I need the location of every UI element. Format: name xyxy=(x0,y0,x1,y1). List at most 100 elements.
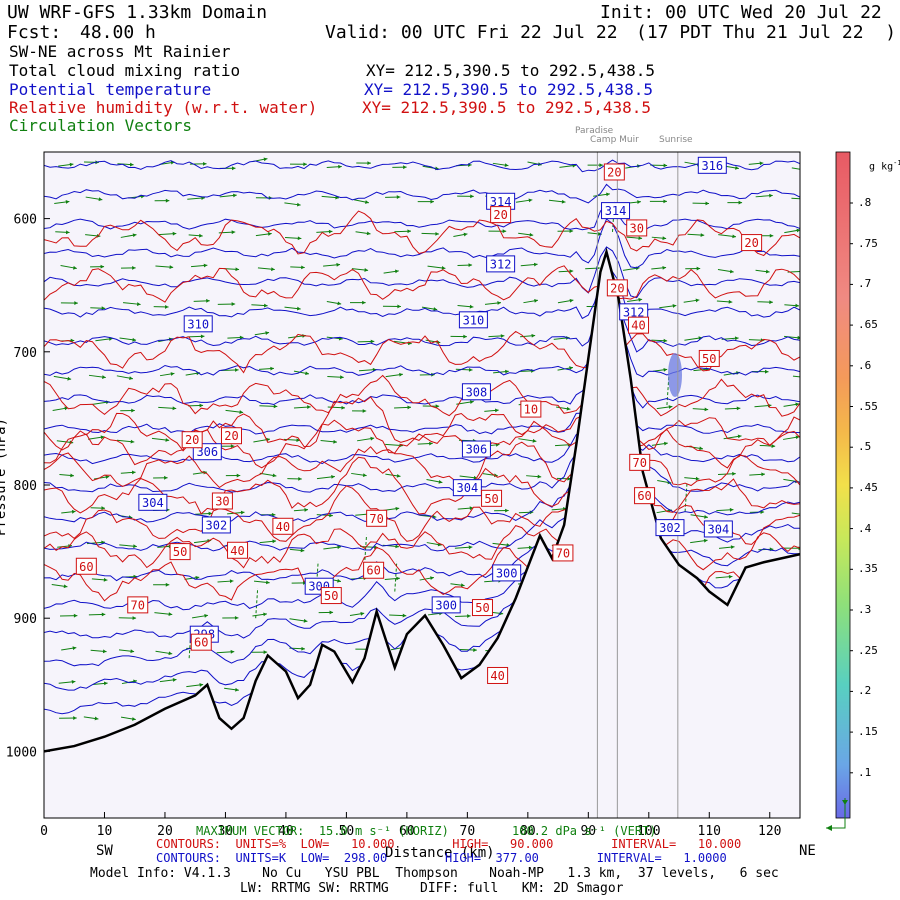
vector-arrowhead xyxy=(231,302,236,306)
theta-legend: Potential temperature xyxy=(9,80,212,99)
rh-label-box xyxy=(628,316,650,334)
vector-arrowhead xyxy=(200,334,205,339)
ne-label: NE xyxy=(799,843,816,859)
vector-arrowhead xyxy=(329,610,334,615)
x-tick-label: 100 xyxy=(637,824,660,839)
vector-arrowhead xyxy=(463,334,467,339)
vector-arrowhead xyxy=(335,195,339,200)
vector-arrowhead xyxy=(136,302,141,306)
vector-arrowhead xyxy=(172,678,177,682)
vector-arrowhead xyxy=(769,300,773,305)
vector-arrowhead xyxy=(199,403,204,408)
vector-arrowhead xyxy=(73,265,77,270)
vector-arrowhead xyxy=(168,651,173,656)
vector-arrowhead xyxy=(473,475,478,480)
vector-arrowhead xyxy=(407,229,412,234)
vector-arrowhead xyxy=(736,406,741,411)
vector-arrowhead xyxy=(69,162,74,167)
vector-arrowhead xyxy=(362,409,367,413)
vector-arrowhead xyxy=(637,200,641,204)
vector-arrowhead xyxy=(239,410,244,414)
theta-label: 310 xyxy=(463,313,485,327)
vector-arrowhead xyxy=(796,228,800,233)
circulation-vector xyxy=(791,167,800,172)
vector-arrowhead xyxy=(234,615,239,620)
sw-label: SW xyxy=(96,843,113,859)
rh-label: 60 xyxy=(637,489,651,503)
vector-arrowhead xyxy=(502,229,507,234)
vector-arrowhead xyxy=(663,163,668,168)
rh-label-box xyxy=(169,543,191,561)
colorbar-label: .8 xyxy=(858,196,872,209)
colorbar-label: .6 xyxy=(858,358,872,372)
rh-label-box xyxy=(552,544,574,562)
theta-label-box xyxy=(601,202,631,220)
colorbar xyxy=(835,151,851,819)
plot-area: 316 314 314 312 312 310 310 308 306 306 304 304 304 3… xyxy=(44,152,800,818)
y-axis-label: Pressure (hPa) xyxy=(0,417,10,537)
rh-contour-line xyxy=(44,265,800,303)
vector-arrowhead xyxy=(263,157,268,162)
theta-contour-line xyxy=(44,203,800,232)
init-time: Init: 00 UTC Wed 20 Jul 22 xyxy=(600,2,882,23)
vector-arrowhead xyxy=(101,506,105,511)
rh-label: 20 xyxy=(224,429,238,443)
vector-arrowhead xyxy=(74,301,78,305)
colorbar-label: .3 xyxy=(858,603,872,616)
rh-label: 20 xyxy=(185,433,199,447)
max-vector: MAXIMUM VECTOR: 15.0 m s⁻¹ (HORIZ) xyxy=(196,824,449,838)
colorbar-label: .2 xyxy=(858,684,872,698)
vector-arrowhead xyxy=(765,369,769,374)
cloud-patch xyxy=(668,353,682,397)
vector-arrowhead xyxy=(732,471,736,476)
vector-arrowhead xyxy=(301,265,305,270)
rh-label-box xyxy=(272,517,294,535)
rh-label: 60 xyxy=(194,636,208,650)
theta-contour-line xyxy=(44,183,800,204)
theta-label: 304 xyxy=(457,481,479,495)
vector-arrowhead xyxy=(305,371,309,376)
vector-arrowhead xyxy=(668,405,673,409)
vector-arrowhead xyxy=(505,508,509,513)
rh-label: 50 xyxy=(475,601,489,615)
rh-label-box xyxy=(634,487,656,505)
vector-arrowhead xyxy=(272,473,277,478)
theta-contour-line xyxy=(44,246,800,299)
rh-label-box xyxy=(75,557,97,575)
theta-contour-line xyxy=(44,288,800,353)
vector-arrowhead xyxy=(263,650,268,655)
rh-label-box xyxy=(227,541,249,559)
vector-arrowhead xyxy=(199,233,203,238)
vector-arrowhead xyxy=(65,230,70,235)
vector-arrowhead xyxy=(267,232,272,236)
colorbar-label: .75 xyxy=(858,236,878,250)
rh-contour-line xyxy=(44,525,800,571)
vector-arrowhead xyxy=(396,576,400,581)
vector-arrowhead xyxy=(203,161,207,166)
vector-arrowhead xyxy=(204,613,209,618)
y-tick-label: 800 xyxy=(14,479,37,494)
vector-arrowhead xyxy=(271,512,276,517)
theta-label-box xyxy=(655,519,685,537)
vector-arrowhead xyxy=(395,506,400,511)
vector-arrowhead xyxy=(663,338,668,343)
x-axis-label: Distance (km) xyxy=(385,845,495,861)
x-tick-label: 40 xyxy=(278,824,294,839)
vector-arrowhead xyxy=(333,439,337,444)
theta-label: 304 xyxy=(708,522,730,536)
vector-arrowhead xyxy=(703,538,708,543)
vector-arrowhead xyxy=(239,335,244,340)
theta-contour-line xyxy=(44,159,800,173)
vector-arrowhead xyxy=(599,163,603,168)
rh-label-box xyxy=(366,509,388,527)
theta-label: 306 xyxy=(196,445,218,459)
x-tick-label: 10 xyxy=(97,824,113,839)
vector-arrowhead xyxy=(468,263,473,268)
circulation-vector xyxy=(791,197,800,200)
paradise-label: Paradise xyxy=(575,126,614,136)
vector-arrowhead xyxy=(729,269,734,274)
theta-label: 310 xyxy=(187,317,209,331)
theta-label-box xyxy=(697,156,727,174)
vector-arrowhead xyxy=(169,265,174,269)
